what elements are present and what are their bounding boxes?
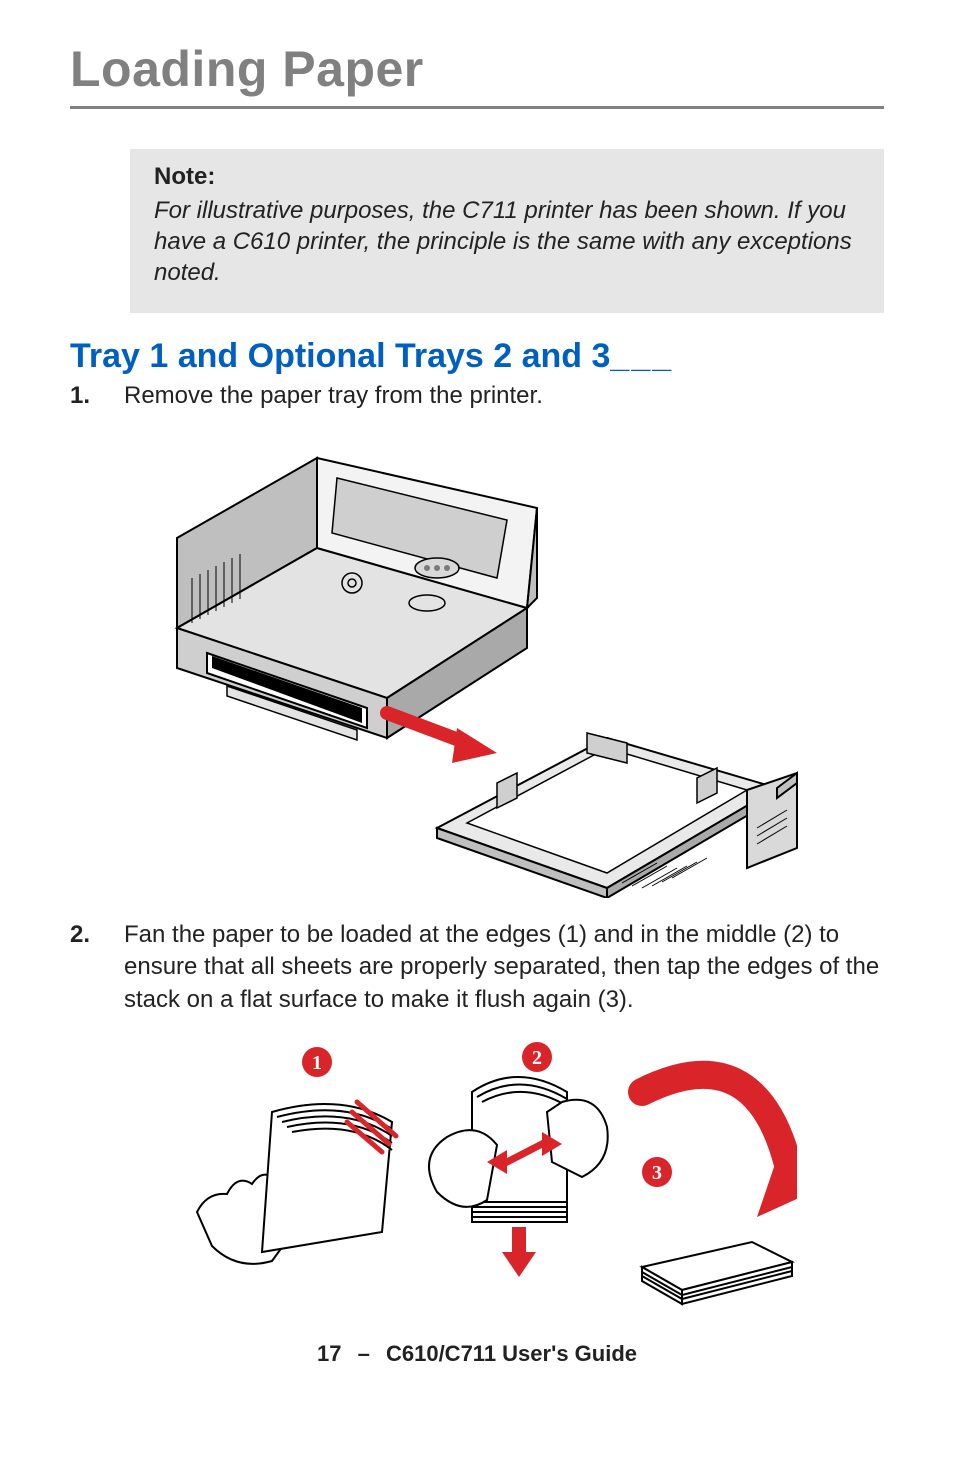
note-body: For illustrative purposes, the C711 prin… bbox=[154, 195, 860, 289]
badge-3-icon: 3 bbox=[642, 1157, 672, 1187]
footer-separator: – bbox=[358, 1341, 370, 1366]
figure-2: 1 bbox=[70, 1032, 884, 1317]
badge-2-icon: 2 bbox=[522, 1042, 552, 1072]
printer-tray-illustration bbox=[137, 428, 817, 898]
page-title: Loading Paper bbox=[70, 40, 884, 98]
badge-1-icon: 1 bbox=[302, 1047, 332, 1077]
title-rule bbox=[70, 106, 884, 109]
section-heading-trailer: ___ bbox=[610, 337, 673, 375]
step-1-number: 1. bbox=[70, 380, 124, 412]
step-1-text: Remove the paper tray from the printer. bbox=[124, 380, 884, 412]
note-title: Note: bbox=[154, 163, 860, 191]
step-2-number: 2. bbox=[70, 919, 124, 951]
section-heading: Tray 1 and Optional Trays 2 and 3___ bbox=[70, 337, 884, 376]
figure-1 bbox=[70, 428, 884, 903]
badge-2-label: 2 bbox=[532, 1047, 542, 1069]
step-2: 2. Fan the paper to be loaded at the edg… bbox=[70, 919, 884, 1016]
step-1: 1. Remove the paper tray from the printe… bbox=[70, 380, 884, 412]
badge-1-label: 1 bbox=[312, 1052, 322, 1074]
step-2-text: Fan the paper to be loaded at the edges … bbox=[124, 919, 884, 1016]
note-box: Note: For illustrative purposes, the C71… bbox=[130, 149, 884, 313]
footer-page-number: 17 bbox=[317, 1341, 341, 1366]
footer-guide-title: C610/C711 User's Guide bbox=[386, 1341, 637, 1366]
badge-3-label: 3 bbox=[652, 1162, 662, 1184]
fan-paper-illustration: 1 bbox=[157, 1032, 797, 1312]
section-heading-text: Tray 1 and Optional Trays 2 and 3 bbox=[70, 337, 610, 375]
red-arrow-icon bbox=[387, 713, 497, 763]
page-footer: 17 – C610/C711 User's Guide bbox=[70, 1341, 884, 1367]
